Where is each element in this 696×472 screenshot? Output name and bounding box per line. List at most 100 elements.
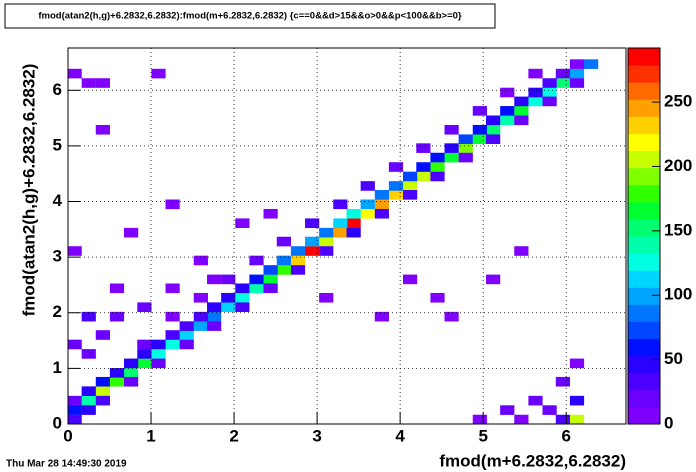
heat-cell [290,255,306,266]
colorbar-band [628,133,660,152]
z-tick-label: 50 [664,349,683,368]
heat-cell [403,171,418,182]
heat-cell [305,246,320,256]
heat-cell [165,330,180,340]
heat-cell [444,143,459,153]
heat-cell [569,59,585,69]
colorbar-band [628,99,660,117]
heat-cell [207,302,222,312]
colorbar-band [628,338,660,357]
heat-cell [305,218,320,229]
heat-cell [346,227,361,238]
title-box [4,3,496,29]
heat-cell [95,330,110,340]
heat-cell [165,311,180,322]
colorbar-band [628,184,660,203]
x-tick-label: 6 [561,426,570,445]
heat-cell [95,395,110,406]
heat-cell [290,265,306,275]
heat-cell [416,171,431,182]
heat-cell [416,143,431,153]
z-tick-label: 0 [664,413,673,432]
heat-cell [67,246,82,256]
heat-cell [81,78,96,88]
heat-cell [346,208,361,219]
heat-cell [472,124,487,135]
heat-cell [235,218,250,229]
heat-cell [124,358,139,369]
heat-cell [179,330,194,340]
heat-cell [569,78,585,88]
heat-cell [319,227,334,238]
colorbar-band [628,270,660,288]
heat-cell [514,414,529,425]
heat-cell [333,199,348,210]
heat-cell [249,283,264,294]
y-axis-title: fmod(atan2(h,g)+6.2832,6.2832) [19,64,38,317]
y-tick-label: 6 [53,80,62,99]
timestamp: Thu Mar 28 14:49:30 2019 [6,459,127,470]
heat-cell [95,376,110,387]
heat-cell [388,181,404,191]
heat-cell [528,395,543,406]
heat-cell [124,227,139,238]
x-tick-label: 3 [312,426,321,445]
heat-cell [67,395,82,406]
heat-cell [319,236,334,247]
heat-cell [193,321,208,331]
heat-cell [458,143,473,153]
heat-cell [67,414,82,425]
heat-cell [430,292,445,303]
y-tick-label: 0 [53,413,62,432]
heat-cell [165,283,180,294]
heat-cell [207,311,222,322]
heat-cell [165,339,180,350]
heat-cell [221,292,236,303]
heat-cell [221,274,236,285]
heat-cell [235,292,250,303]
heat-cell [472,106,487,116]
heat-cell [555,376,570,387]
heat-cell [403,181,418,191]
heat-cell [207,321,222,331]
heat-cell [263,274,278,285]
x-tick-label: 2 [229,426,238,445]
x-tick-label: 4 [395,426,405,445]
heat-cell [179,339,194,350]
x-tick-label: 5 [478,426,487,445]
colorbar-band [628,321,660,340]
heat-cell [151,339,166,350]
heat-cell [528,87,543,98]
heat-cell [514,115,529,126]
heat-cell [207,274,222,285]
y-tick-label: 1 [53,358,62,377]
heat-cell [276,255,291,266]
heat-cell [500,87,515,98]
heat-cell [555,68,570,79]
heat-cell [388,162,404,172]
z-tick-label: 250 [664,92,692,111]
colorbar-band [628,48,660,66]
colorbar-band [628,201,660,220]
heat-cell [555,78,570,88]
heat-cell [333,218,348,229]
heat-cell [221,302,236,312]
heat-cell [81,386,96,396]
heat-cell [374,190,389,200]
heat-cell [137,349,152,359]
heat-cell [360,181,375,191]
heat-cell [263,208,278,219]
heat-cell [235,302,250,312]
heat-cell [472,414,487,425]
heat-cell [569,395,585,406]
heat-cell [555,414,570,425]
heat-cell [542,87,557,98]
z-tick-label: 150 [664,220,692,239]
heat-cell [290,246,306,256]
heat-cell [346,218,361,229]
heat-cell [137,358,152,369]
colorbar-band [628,150,660,169]
heat-cell [584,59,599,69]
